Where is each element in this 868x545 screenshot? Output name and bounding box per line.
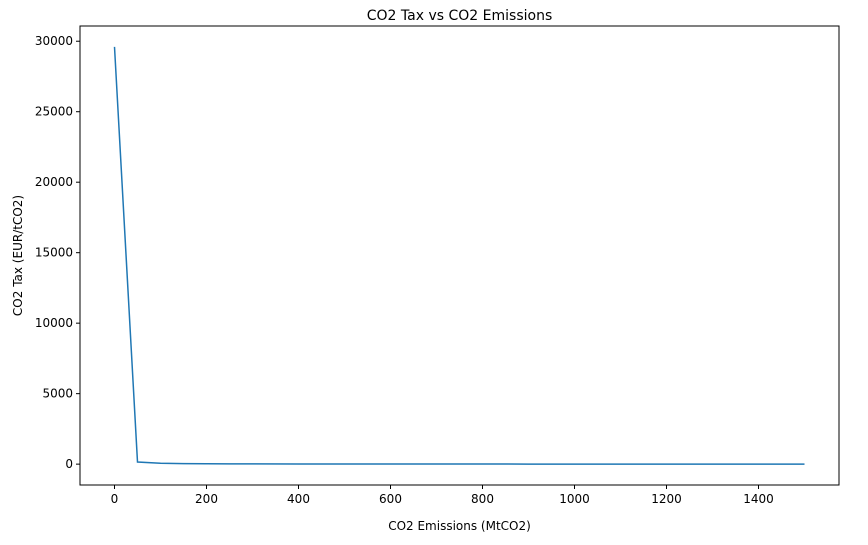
series-line	[113, 46, 805, 465]
x-tick-label: 0	[111, 492, 119, 506]
y-tick-label: 20000	[35, 175, 73, 189]
x-tick-label: 600	[379, 492, 402, 506]
x-axis: 0 200 400 600 800 1000 1200 1400	[111, 485, 774, 506]
x-axis-label: CO2 Emissions (MtCO2)	[388, 519, 531, 533]
y-tick-label: 25000	[35, 105, 73, 119]
x-tick-label: 800	[471, 492, 494, 506]
x-tick-label: 1200	[651, 492, 682, 506]
y-axis-label: CO2 Tax (EUR/tCO2)	[11, 195, 25, 316]
y-tick-label: 0	[65, 457, 73, 471]
y-tick-label: 5000	[42, 387, 73, 401]
x-tick-label: 1000	[559, 492, 590, 506]
y-tick-label: 15000	[35, 246, 73, 260]
chart-title: CO2 Tax vs CO2 Emissions	[367, 8, 552, 24]
x-tick-label: 200	[195, 492, 218, 506]
y-tick-label: 10000	[35, 316, 73, 330]
x-tick-label: 1400	[743, 492, 774, 506]
plot-frame	[79, 25, 840, 486]
y-tick-label: 30000	[35, 34, 73, 48]
x-tick-label: 400	[287, 492, 310, 506]
y-axis: 0 5000 10000 15000 20000 25000 30000	[35, 34, 80, 471]
